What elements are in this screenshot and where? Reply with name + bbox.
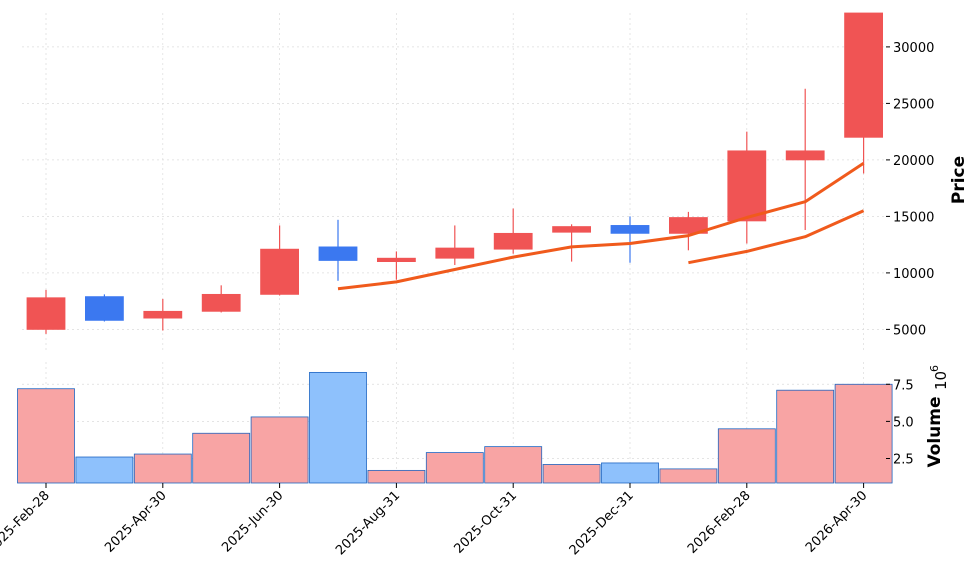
volume-bar — [367, 469, 426, 484]
candle-body — [610, 225, 650, 234]
moving-average-lines — [337, 162, 865, 291]
candle-body — [785, 150, 825, 161]
volume-axis-label: Volume — [925, 396, 945, 467]
x-tick-label: 2026-Feb-28 — [685, 488, 754, 557]
volume-tick-label: 2.5 — [893, 453, 914, 468]
x-tick-label: 2025-Oct-31 — [452, 488, 520, 556]
x-tick-label: 2025-Jun-30 — [219, 488, 286, 555]
price-tick-label: 20000 — [893, 154, 934, 169]
candle-body — [143, 310, 183, 319]
candles — [26, 12, 883, 334]
candle-body — [26, 297, 66, 330]
volume-tick-label: 7.5 — [893, 378, 914, 393]
volume-bar — [659, 468, 718, 484]
price-tick-label: 30000 — [893, 41, 934, 56]
price-tick-label: 25000 — [893, 97, 934, 112]
price-tick-label: 5000 — [893, 323, 926, 338]
volume-exponent-power: 6 — [928, 365, 941, 372]
volume-bar — [133, 453, 192, 484]
volume-bar — [250, 416, 309, 484]
x-tick-label: 2025-Apr-30 — [102, 488, 169, 555]
candle-body — [727, 150, 767, 222]
volume-bar — [542, 464, 601, 484]
candle-body — [201, 293, 241, 312]
volume-tick-label: 5.0 — [893, 415, 914, 430]
candle-body — [376, 257, 416, 262]
price-axis-label: Price — [949, 156, 969, 204]
volume-bar — [484, 446, 543, 484]
candle-body — [260, 248, 300, 295]
volume-bar — [75, 456, 134, 484]
volume-bar — [17, 388, 75, 484]
x-tick-label: 2025-Aug-31 — [333, 488, 403, 558]
candle-body — [552, 226, 591, 233]
volume-bars — [17, 371, 893, 484]
x-tick-label: 2026-Apr-30 — [803, 488, 870, 555]
x-tick-label: 2025-Dec-31 — [567, 488, 637, 558]
moving-average-line-ma6 — [688, 209, 865, 265]
volume-bar — [601, 462, 659, 484]
volume-bar — [309, 371, 367, 484]
volume-exponent-base: 10 — [932, 371, 950, 390]
price-tick-label: 10000 — [893, 267, 934, 282]
x-axis-ticks: 2025-Feb-28 2025-Apr-30 2025-Jun-30 2025-Au… — [0, 483, 870, 558]
volume-bar — [776, 389, 835, 484]
candle-body — [435, 247, 475, 259]
volume-exponent-label: 10 6 — [928, 365, 950, 390]
volume-bar — [425, 452, 484, 484]
moving-average-line-ma3 — [337, 162, 865, 291]
candle-body — [318, 246, 358, 261]
volume-bar — [192, 432, 251, 484]
volume-bar — [834, 383, 893, 484]
candle-body — [669, 217, 708, 234]
candle-body — [85, 296, 124, 321]
candle-body — [493, 232, 533, 250]
volume-axis-ticks: 2.5 5.0 7.5 — [886, 378, 914, 468]
price-axis-ticks: 5000 10000 15000 20000 25000 30000 — [886, 41, 934, 338]
candle-body — [844, 12, 883, 138]
price-tick-label: 15000 — [893, 210, 934, 225]
x-tick-label: 2025-Feb-28 — [0, 488, 53, 557]
volume-bar — [717, 428, 776, 484]
